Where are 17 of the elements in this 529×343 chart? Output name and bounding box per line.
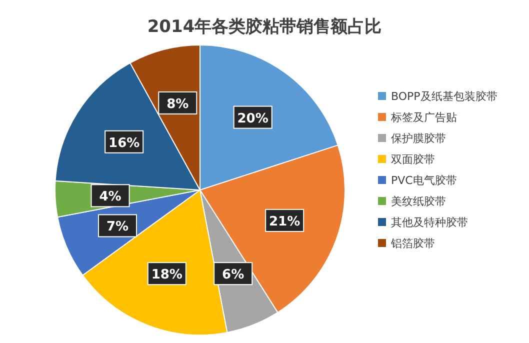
data-label: 8% — [166, 96, 189, 112]
data-label: 16% — [108, 136, 140, 151]
data-label: 18% — [151, 268, 182, 283]
legend-label: 双面胶带 — [391, 153, 435, 166]
legend-label: 铝箔胶带 — [390, 237, 435, 250]
data-label: 7% — [106, 220, 129, 235]
data-label: 6% — [222, 268, 244, 283]
legend-label: 标签及广告贴 — [390, 111, 457, 124]
data-label: 21% — [269, 214, 300, 230]
legend-label: 其他及特种胶带 — [391, 216, 468, 229]
legend-label: PVC电气胶带 — [391, 174, 457, 187]
legend-label: BOPP及纸基包装胶带 — [391, 90, 498, 103]
data-label: 4% — [99, 190, 122, 205]
legend-label: 保护膜胶带 — [391, 132, 446, 145]
data-label: 20% — [237, 111, 268, 126]
legend-label: 美纹纸胶带 — [391, 195, 446, 208]
chart-title: 2014年各类胶粘带销售额占比 — [147, 17, 382, 37]
